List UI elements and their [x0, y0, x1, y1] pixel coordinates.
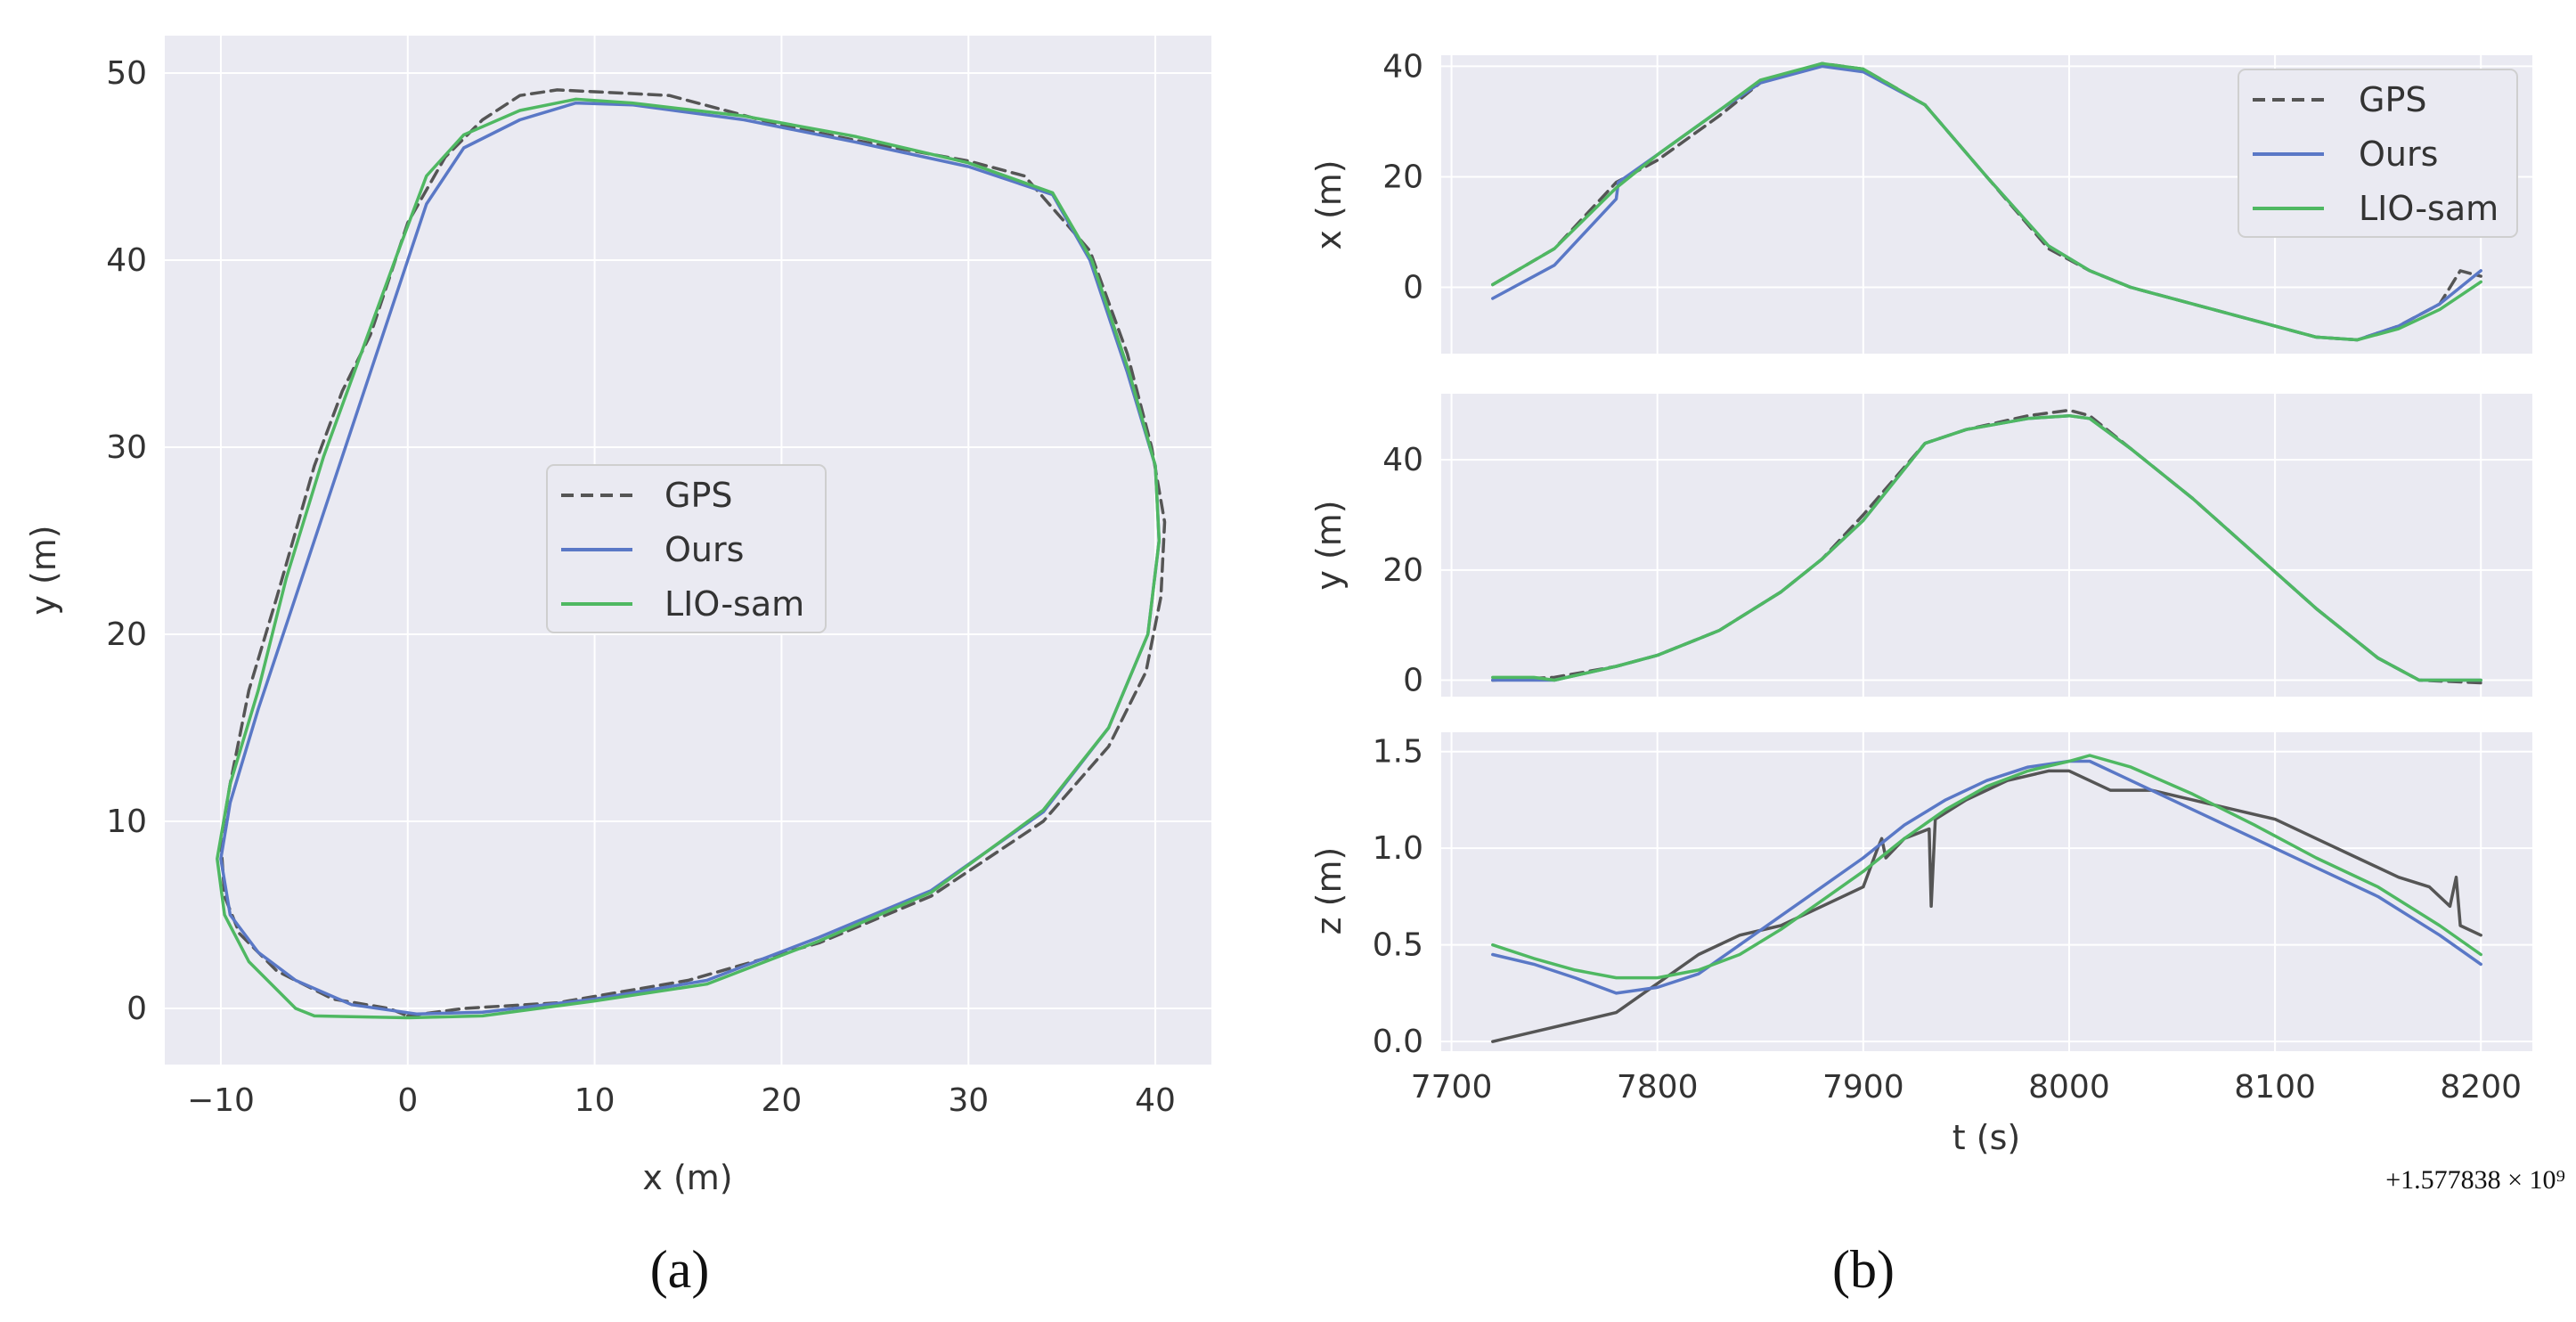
legend-box [546, 464, 827, 633]
chart-a-ytick-label: 30 [106, 429, 147, 466]
chart-b-y-ytick-label: 20 [1382, 552, 1423, 589]
chart-a-ytick-label: 50 [106, 55, 147, 92]
legend-gps-label: GPS [2359, 80, 2426, 119]
chart-b-x-ytick-label: 40 [1382, 48, 1423, 85]
chart-a-xlabel: x (m) [642, 1158, 732, 1197]
chart-b-z-series-gps [1491, 769, 2482, 1043]
legend-lio-label: LIO-sam [2359, 189, 2499, 228]
chart-b-xlabel: t (s) [1952, 1118, 2020, 1157]
chart-b-z-xtick-label: 7700 [1411, 1069, 1493, 1106]
chart-b-z-ytick-label: 1.5 [1373, 734, 1423, 771]
legend-ours-label: Ours [664, 530, 744, 569]
chart-b: 0 20 40 0 20 40 7700 7800 7900 8000 8100 8200 0.0 0.5… [1309, 48, 2565, 1195]
chart-a-xtick-label: 40 [1135, 1082, 1176, 1119]
chart-b-x-ylabel: x (m) [1309, 159, 1349, 249]
chart-a-lines [216, 88, 1167, 1020]
chart-a-ytick-label: 0 [126, 991, 147, 1027]
chart-a-xtick-label: 20 [762, 1082, 803, 1119]
legend-lio-label: LIO-sam [664, 584, 804, 624]
chart-a-ylabel: y (m) [24, 525, 63, 615]
chart-a-xtick-label: 30 [948, 1082, 989, 1119]
chart-b-ticks: 0 20 40 0 20 40 7700 7800 7900 8000 8100 8200 0.0 0.5… [1373, 48, 2522, 1106]
chart-b-z-xtick-label: 7800 [1617, 1069, 1699, 1106]
legend-ours-label: Ours [2359, 135, 2438, 174]
chart-b-y-series-lio-sam [1491, 413, 2482, 682]
chart-b-x-series-lio-sam [1491, 61, 2482, 342]
chart-a-xtick-label: 0 [397, 1082, 418, 1119]
chart-b-offset-label: +1.577838 × 10⁹ [2385, 1165, 2565, 1195]
caption-b: (b) [1832, 1240, 1895, 1299]
chart-b-y-plot-area [1441, 394, 2532, 697]
chart-b-z-ylabel: z (m) [1309, 847, 1349, 935]
chart-b-z-series-lio-sam [1491, 754, 2482, 980]
chart-b-z-xtick-label: 8200 [2440, 1069, 2522, 1106]
chart-a-ytick-label: 40 [106, 242, 147, 279]
chart-b-z-xtick-label: 8100 [2234, 1069, 2316, 1106]
chart-b-y-ytick-label: 40 [1382, 442, 1423, 478]
chart-b-z-ytick-label: 0.5 [1373, 927, 1423, 964]
chart-b-legend: GPS Ours LIO-sam [2238, 69, 2518, 238]
chart-b-y-ytick-label: 0 [1403, 662, 1423, 698]
chart-b-x-ytick-label: 20 [1382, 159, 1423, 195]
caption-a: (a) [650, 1240, 710, 1299]
chart-a-series-lio-sam [216, 97, 1162, 1020]
chart-b-z-xtick-label: 7900 [1822, 1069, 1904, 1106]
chart-a-xtick-label: 10 [575, 1082, 615, 1119]
chart-b-z-ytick-label: 1.0 [1373, 830, 1423, 867]
chart-b-z-series-ours [1491, 759, 2482, 995]
chart-b-z-xtick-label: 8000 [2028, 1069, 2110, 1106]
chart-a-ticks: −10 0 10 20 30 40 0 10 20 30 40 50 [106, 55, 1176, 1119]
chart-a-ytick-label: 20 [106, 616, 147, 653]
chart-a-legend: GPS Ours LIO-sam [546, 464, 827, 633]
chart-a-xtick-label: −10 [187, 1082, 255, 1119]
chart-a-ytick-label: 10 [106, 804, 147, 840]
legend-box [2238, 69, 2518, 238]
legend-gps-label: GPS [664, 476, 732, 515]
chart-b-y-ylabel: y (m) [1309, 500, 1349, 590]
chart-a: −10 0 10 20 30 40 0 10 20 30 40 50 x (m) y (m) GPS … [24, 36, 1211, 1197]
chart-b-lines [1491, 61, 2482, 1043]
chart-b-z-ytick-label: 0.0 [1373, 1024, 1423, 1060]
chart-b-x-ytick-label: 0 [1403, 270, 1423, 306]
